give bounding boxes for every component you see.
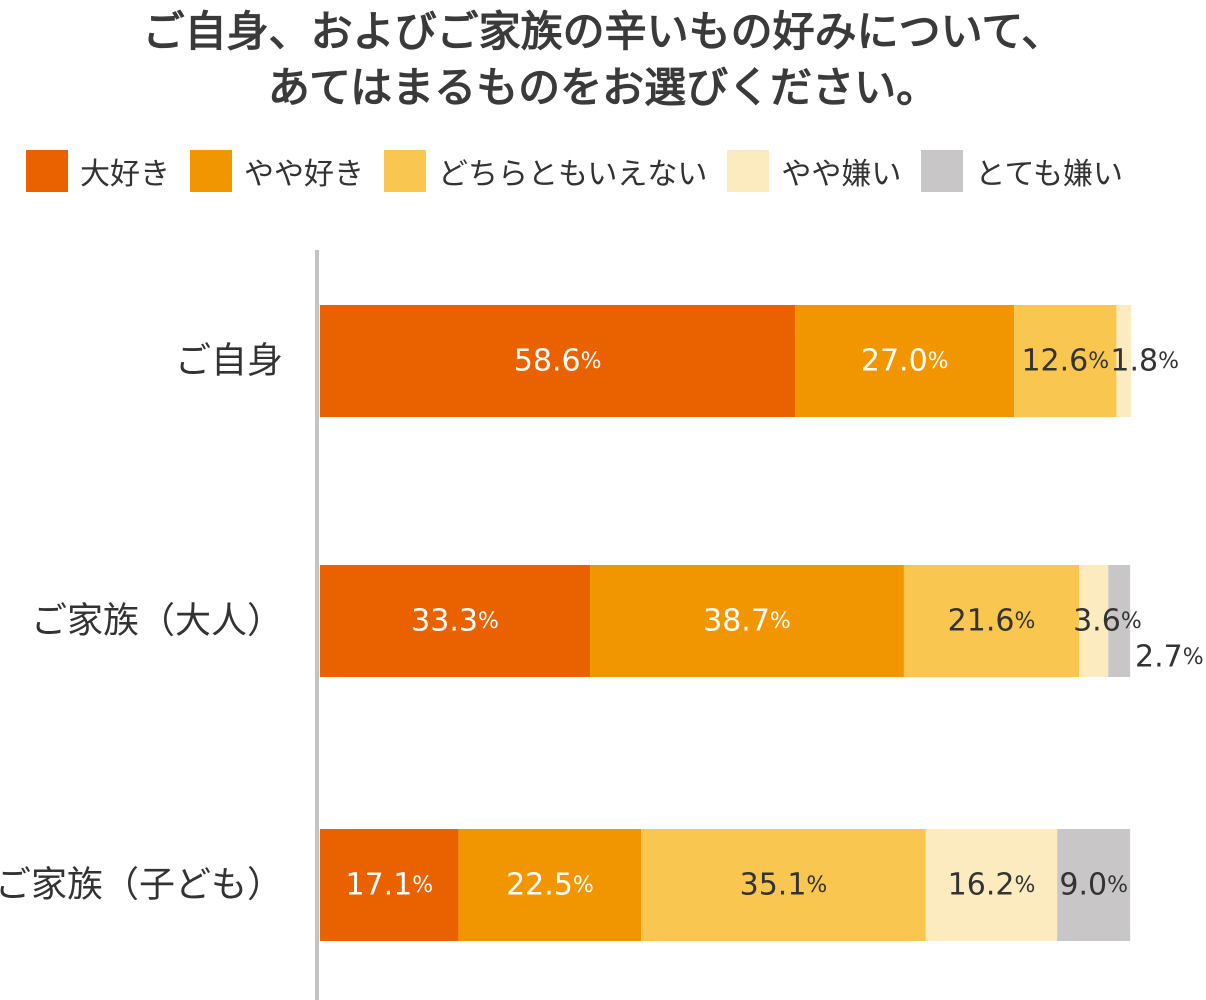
value-label: 12.6% bbox=[1021, 344, 1109, 379]
value-label-unit: % bbox=[928, 349, 949, 374]
value-label: 3.6% bbox=[1073, 604, 1142, 639]
value-label-unit: % bbox=[581, 349, 602, 374]
value-label: 33.3% bbox=[411, 604, 499, 639]
category-label: ご家族（子ども） bbox=[0, 865, 283, 906]
legend-swatch bbox=[384, 150, 426, 192]
legend-item-totemo-kirai: とても嫌い bbox=[921, 149, 1123, 193]
legend-swatch bbox=[921, 150, 964, 192]
value-label: 9.0% bbox=[1059, 868, 1128, 903]
value-label-unit: % bbox=[1183, 645, 1204, 670]
chart-title-line-2: あてはまるものをお選びください。 bbox=[267, 63, 939, 112]
category-label: ご自身 bbox=[175, 341, 283, 382]
bar-segment bbox=[641, 829, 926, 941]
value-label-unit: % bbox=[478, 609, 499, 634]
legend-item-dochira: どちらともいえない bbox=[384, 149, 707, 193]
value-label: 1.8% bbox=[1110, 344, 1179, 379]
value-label-unit: % bbox=[1088, 349, 1109, 374]
value-label-unit: % bbox=[1014, 873, 1035, 898]
legend-label: やや嫌い bbox=[781, 157, 902, 192]
bar-segment bbox=[903, 565, 1080, 677]
legend-swatch bbox=[190, 150, 232, 192]
value-label: 27.0% bbox=[861, 344, 949, 379]
value-label-unit: % bbox=[1014, 609, 1035, 634]
legend-item-yaya-suki: やや好き bbox=[190, 149, 364, 193]
value-label-unit: % bbox=[1158, 349, 1179, 374]
value-label-unit: % bbox=[1121, 609, 1142, 634]
value-label-unit: % bbox=[770, 609, 791, 634]
legend-label: 大好き bbox=[80, 157, 170, 192]
chart-title-line-1: ご自身、およびご家族の辛いもの好みについて、 bbox=[142, 7, 1064, 56]
bar-segment bbox=[590, 565, 904, 677]
legend-label: どちらともいえない bbox=[438, 157, 708, 192]
value-label: 21.6% bbox=[948, 604, 1036, 639]
legend-label: やや好き bbox=[244, 157, 364, 192]
value-label: 2.7% bbox=[1135, 640, 1204, 675]
category-label: ご家族（大人） bbox=[31, 601, 283, 642]
legend-swatch bbox=[26, 150, 68, 192]
bar-segment bbox=[320, 565, 591, 677]
value-label: 38.7% bbox=[703, 604, 791, 639]
value-label: 16.2% bbox=[948, 868, 1036, 903]
value-label-unit: % bbox=[412, 873, 433, 898]
value-label-unit: % bbox=[806, 873, 827, 898]
legend-item-yaya-kirai: やや嫌い bbox=[727, 149, 901, 193]
value-label: 22.5% bbox=[506, 868, 594, 903]
bar-segment bbox=[458, 829, 642, 941]
chart-title: ご自身、およびご家族の辛いもの好みについて、 あてはまるものをお選びください。 bbox=[0, 4, 1206, 116]
bar-segment bbox=[1108, 565, 1131, 677]
bar-segment bbox=[1079, 565, 1109, 677]
value-label: 35.1% bbox=[740, 868, 828, 903]
bar-segment bbox=[1116, 305, 1131, 417]
bar-segment bbox=[925, 829, 1058, 941]
bar-segment bbox=[1057, 829, 1131, 941]
value-label-unit: % bbox=[573, 873, 594, 898]
legend-swatch bbox=[727, 150, 770, 192]
value-label: 17.1% bbox=[345, 868, 433, 903]
bar-segment bbox=[320, 305, 796, 417]
legend: 大好き やや好き どちらともいえない やや嫌い とても嫌い bbox=[26, 148, 1143, 194]
bar-segment bbox=[1014, 305, 1117, 417]
bar-segment bbox=[320, 829, 459, 941]
value-label-unit: % bbox=[1107, 873, 1128, 898]
bar-segment bbox=[795, 305, 1015, 417]
value-label: 58.6% bbox=[514, 344, 602, 379]
legend-label: とても嫌い bbox=[975, 157, 1124, 192]
legend-item-daisuki: 大好き bbox=[26, 149, 170, 193]
